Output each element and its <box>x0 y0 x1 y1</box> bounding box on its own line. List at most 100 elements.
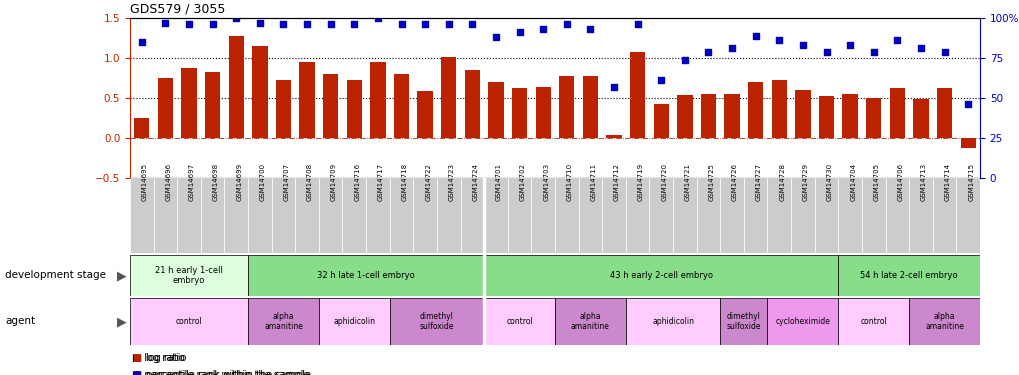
Point <box>794 42 810 48</box>
Text: GSM14713: GSM14713 <box>920 163 926 201</box>
Bar <box>842 94 857 138</box>
Bar <box>582 76 597 138</box>
Bar <box>838 298 908 345</box>
Text: ■: ■ <box>131 370 142 375</box>
Point <box>252 20 268 26</box>
Bar <box>884 178 908 253</box>
Bar <box>319 298 389 345</box>
Bar <box>205 72 220 138</box>
Bar <box>465 70 480 138</box>
Bar <box>696 178 719 253</box>
Text: GSM14708: GSM14708 <box>307 163 313 201</box>
Bar <box>389 298 484 345</box>
Point <box>511 29 527 35</box>
Bar <box>154 178 177 253</box>
Bar <box>626 178 649 253</box>
Bar <box>630 53 645 138</box>
Text: GSM14700: GSM14700 <box>260 163 266 201</box>
Text: GSM14722: GSM14722 <box>425 163 431 201</box>
Point <box>133 39 150 45</box>
Text: GSM14702: GSM14702 <box>519 163 525 201</box>
Point <box>676 57 692 63</box>
Text: GSM14720: GSM14720 <box>660 163 666 201</box>
Point <box>370 15 386 21</box>
Bar <box>531 178 554 253</box>
Text: GSM14719: GSM14719 <box>637 163 643 201</box>
Point <box>959 101 975 107</box>
Text: GSM14724: GSM14724 <box>472 163 478 201</box>
Text: GSM14727: GSM14727 <box>755 163 761 201</box>
Point <box>322 21 338 27</box>
Point <box>157 20 173 26</box>
Bar <box>960 138 975 148</box>
Text: GSM14729: GSM14729 <box>802 163 808 201</box>
Text: GSM14709: GSM14709 <box>330 163 336 201</box>
Bar <box>346 80 362 138</box>
Bar <box>319 178 342 253</box>
Bar <box>838 178 861 253</box>
Bar <box>605 135 622 138</box>
Bar <box>747 82 762 138</box>
Text: GSM14697: GSM14697 <box>189 163 195 201</box>
Bar <box>766 178 791 253</box>
Point <box>629 21 645 27</box>
Text: GSM14707: GSM14707 <box>283 163 289 201</box>
Bar <box>275 80 290 138</box>
Text: 43 h early 2-cell embryo: 43 h early 2-cell embryo <box>609 271 712 280</box>
Text: percentile rank within the sample: percentile rank within the sample <box>146 370 311 375</box>
Text: ■ log ratio: ■ log ratio <box>131 353 184 363</box>
Bar <box>838 255 979 296</box>
Point <box>464 21 480 27</box>
Bar <box>956 178 979 253</box>
Point <box>204 21 220 27</box>
Text: GSM14706: GSM14706 <box>897 163 903 201</box>
Bar <box>908 178 931 253</box>
Point <box>605 84 622 90</box>
Bar <box>908 298 979 345</box>
Bar <box>158 78 173 138</box>
Bar <box>228 36 244 138</box>
Point <box>180 21 197 27</box>
Bar <box>512 88 527 138</box>
Bar <box>771 80 787 138</box>
Bar <box>723 94 739 138</box>
Bar <box>861 178 884 253</box>
Text: ■: ■ <box>131 353 142 363</box>
Bar <box>554 178 578 253</box>
Bar <box>795 90 810 138</box>
Text: 32 h late 1-cell embryo: 32 h late 1-cell embryo <box>317 271 415 280</box>
Bar <box>653 104 668 138</box>
Text: control: control <box>860 317 887 326</box>
Bar <box>323 74 338 138</box>
Text: ▶: ▶ <box>117 315 126 328</box>
Bar <box>366 178 389 253</box>
Text: GSM14716: GSM14716 <box>354 163 360 201</box>
Point <box>652 77 668 83</box>
Text: GSM14712: GSM14712 <box>613 163 620 201</box>
Text: GSM14730: GSM14730 <box>825 163 832 201</box>
Text: GSM14698: GSM14698 <box>212 163 218 201</box>
Text: 21 h early 1-cell
embryo: 21 h early 1-cell embryo <box>155 266 223 285</box>
Bar <box>578 178 601 253</box>
Point <box>440 21 457 27</box>
Point <box>723 45 740 51</box>
Bar <box>936 88 952 138</box>
Point <box>345 21 362 27</box>
Bar <box>248 298 319 345</box>
Bar <box>700 94 715 138</box>
Bar <box>484 298 554 345</box>
Text: GSM14714: GSM14714 <box>944 163 950 201</box>
Bar <box>484 255 838 296</box>
Text: GSM14704: GSM14704 <box>849 163 855 201</box>
Text: control: control <box>505 317 533 326</box>
Text: control: control <box>175 317 202 326</box>
Bar <box>413 178 436 253</box>
Point <box>912 45 928 51</box>
Text: GSM14701: GSM14701 <box>495 163 501 201</box>
Bar <box>252 46 267 138</box>
Bar <box>393 74 409 138</box>
Point <box>935 49 952 55</box>
Point <box>865 49 881 55</box>
Text: development stage: development stage <box>5 270 106 280</box>
Bar <box>673 178 696 253</box>
